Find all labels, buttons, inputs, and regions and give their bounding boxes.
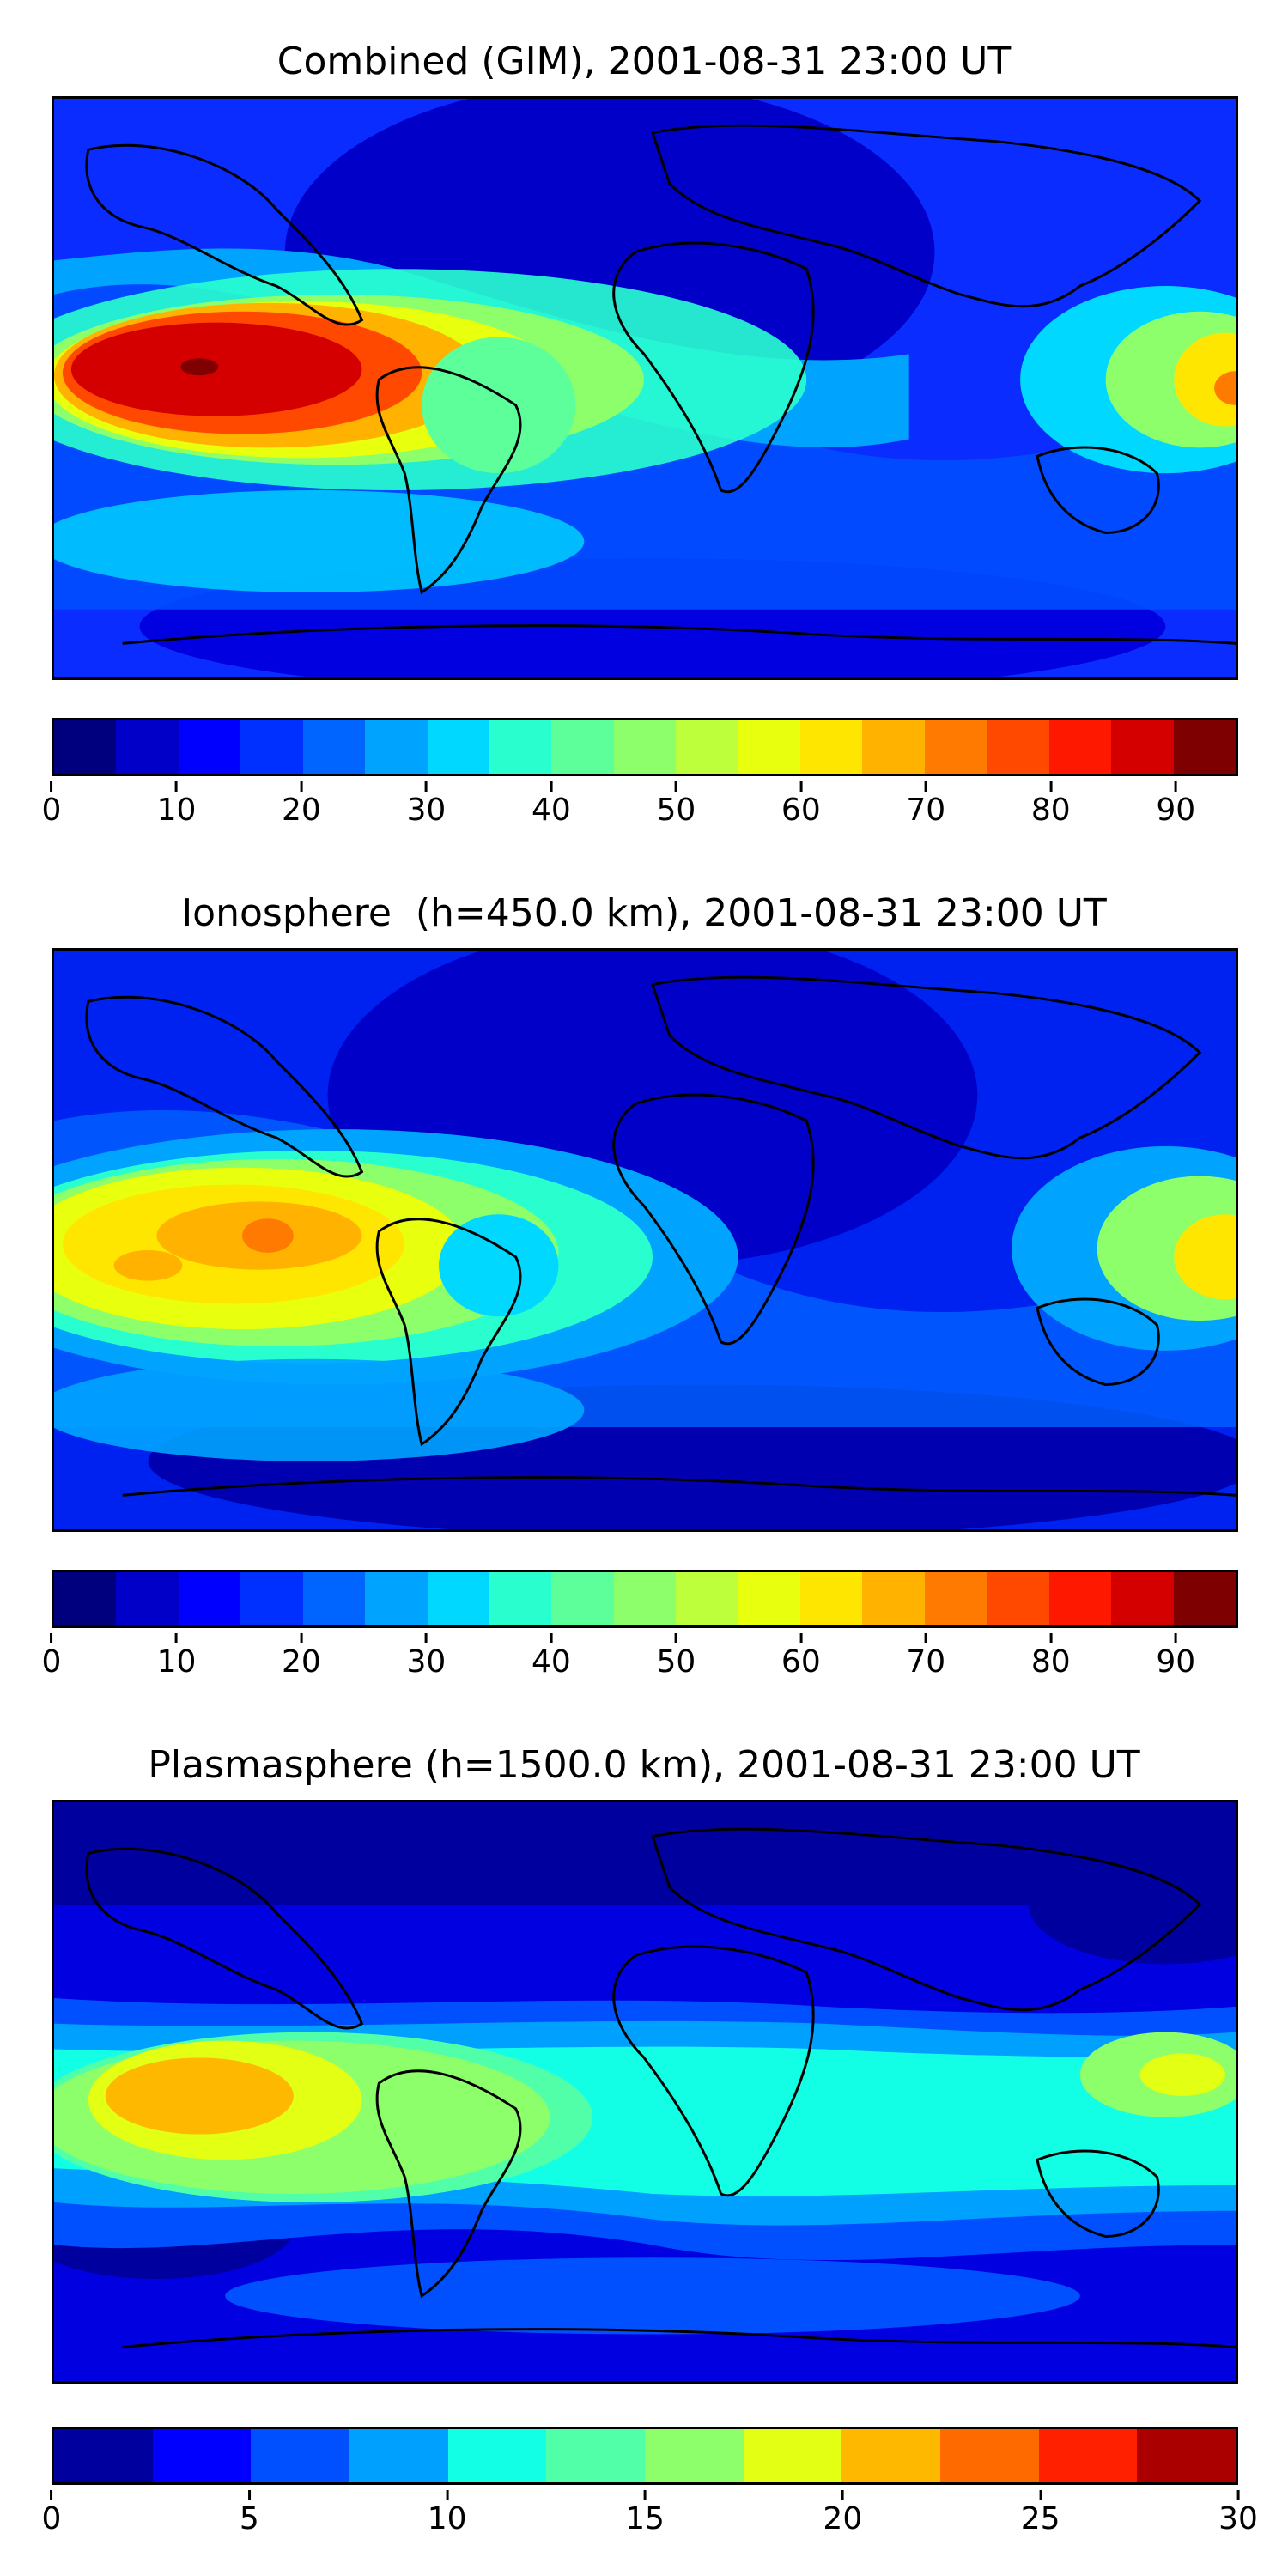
colorbar-segment <box>240 1572 303 1625</box>
colorbar-tick-label: 70 <box>906 1644 946 1680</box>
colorbar-tick-label: 0 <box>41 793 62 828</box>
colorbar-tick-label: 20 <box>823 2501 863 2537</box>
colorbar-ticks-combined: 0 10 20 30 40 50 60 70 80 90 <box>42 792 1238 836</box>
colorbar-segment <box>447 2429 547 2482</box>
colorbar-tick-label: 0 <box>41 1644 62 1680</box>
colorbar-tick-label: 25 <box>1020 2501 1060 2537</box>
colorbar-segment <box>924 1572 987 1625</box>
colorbar-segment <box>1111 720 1174 774</box>
colorbar-segment <box>676 720 738 774</box>
colorbar-segment <box>302 1572 366 1625</box>
colorbar-tick-label: 5 <box>239 2501 259 2537</box>
colorbar-segment <box>924 720 987 774</box>
colorbar-tick-label: 90 <box>1156 1644 1196 1680</box>
colorbar-tick-label: 10 <box>156 793 197 828</box>
colorbar-segment <box>152 2429 252 2482</box>
colorbar-segment <box>1173 720 1236 774</box>
colorbar-segment <box>240 720 303 774</box>
colorbar-tick-label: 60 <box>781 1644 821 1680</box>
colorbar-tick-label: 30 <box>1218 2501 1258 2537</box>
colorbar-segment <box>251 2429 350 2482</box>
colorbar-segment <box>178 1572 241 1625</box>
colorbar-segment <box>987 1572 1049 1625</box>
colorbar-segment <box>1173 1572 1236 1625</box>
colorbar-segment <box>116 720 179 774</box>
colorbar-tick-label: 0 <box>41 2501 62 2537</box>
colorbar-segment <box>54 1572 117 1625</box>
colorbar-segment <box>365 720 428 774</box>
colorbar-segment <box>1048 720 1112 774</box>
colorbar-segment <box>1048 1572 1112 1625</box>
colorbar-tick-label: 80 <box>1030 793 1071 828</box>
colorbar-tick-label: 30 <box>406 1644 447 1680</box>
colorbar-plasmasphere <box>52 2427 1238 2485</box>
colorbar-segment <box>54 720 117 774</box>
colorbar-tick-label: 50 <box>656 1644 696 1680</box>
colorbar-segment <box>841 2429 941 2482</box>
colorbar-tick-label: 80 <box>1030 1644 1071 1680</box>
colorbar-combined <box>52 718 1238 776</box>
colorbar-ticks-ionosphere: 0 10 20 30 40 50 60 70 80 90 <box>42 1643 1238 1688</box>
colorbar-segment <box>349 2429 448 2482</box>
colorbar-segment <box>645 2429 744 2482</box>
colorbar-segment <box>54 2429 153 2482</box>
colorbar-segment <box>1111 1572 1174 1625</box>
colorbar-segment <box>489 1572 552 1625</box>
colorbar-segment <box>862 720 925 774</box>
panel-title-ionosphere: Ionosphere (h=450.0 km), 2001-08-31 23:0… <box>181 891 1107 935</box>
colorbar-segment <box>676 1572 738 1625</box>
colorbar-tick-label: 60 <box>781 793 821 828</box>
panel-title-combined: Combined (GIM), 2001-08-31 23:00 UT <box>276 39 1012 83</box>
colorbar-tick-label: 30 <box>406 793 447 828</box>
map-combined <box>52 96 1238 680</box>
colorbar-segment <box>546 2429 646 2482</box>
colorbar-ionosphere <box>52 1570 1238 1628</box>
colorbar-segment <box>613 1572 677 1625</box>
colorbar-tick-label: 90 <box>1156 793 1196 828</box>
colorbar-segment <box>365 1572 428 1625</box>
colorbar-segment <box>302 720 366 774</box>
colorbar-segment <box>427 720 489 774</box>
colorbar-tick-label: 50 <box>656 793 696 828</box>
colorbar-tick-label: 10 <box>427 2501 467 2537</box>
colorbar-segment <box>940 2429 1039 2482</box>
colorbar-tick-label: 20 <box>282 1644 321 1680</box>
colorbar-segment <box>1137 2429 1236 2482</box>
colorbar-segment <box>551 720 614 774</box>
map-ionosphere <box>52 948 1238 1532</box>
colorbar-segment <box>738 720 801 774</box>
colorbar-segment <box>738 1572 801 1625</box>
colorbar-segment <box>800 1572 863 1625</box>
colorbar-tick-label: 10 <box>156 1644 197 1680</box>
colorbar-tick-label: 40 <box>531 793 571 828</box>
colorbar-segment <box>743 2429 842 2482</box>
colorbar-segment <box>178 720 241 774</box>
colorbar-tick-label: 15 <box>625 2501 665 2537</box>
colorbar-segment <box>551 1572 614 1625</box>
colorbar-segment <box>489 720 552 774</box>
colorbar-tick-label: 40 <box>531 1644 571 1680</box>
map-plasmasphere <box>52 1800 1238 2384</box>
colorbar-segment <box>613 720 677 774</box>
colorbar-tick-label: 20 <box>282 793 321 828</box>
colorbar-segment <box>862 1572 925 1625</box>
colorbar-segment <box>1038 2429 1138 2482</box>
colorbar-segment <box>427 1572 489 1625</box>
colorbar-tick-label: 70 <box>906 793 946 828</box>
colorbar-segment <box>800 720 863 774</box>
colorbar-segment <box>116 1572 179 1625</box>
panel-title-plasmasphere: Plasmasphere (h=1500.0 km), 2001-08-31 2… <box>148 1743 1140 1787</box>
colorbar-segment <box>987 720 1049 774</box>
colorbar-ticks-plasmasphere: 0 5 10 15 20 25 30 <box>42 2500 1258 2545</box>
